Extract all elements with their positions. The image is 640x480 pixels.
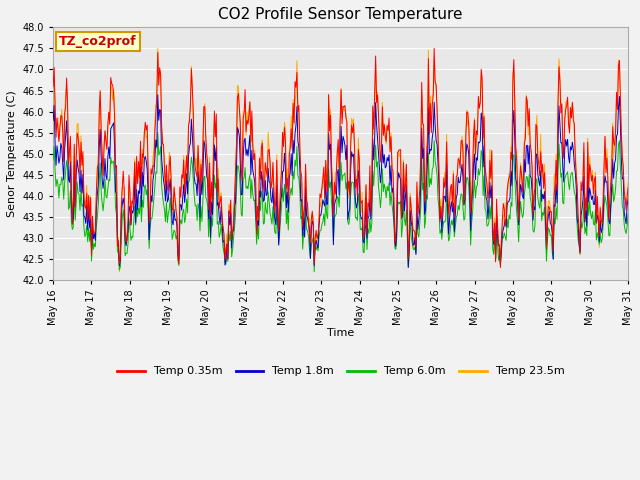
Legend: Temp 0.35m, Temp 1.8m, Temp 6.0m, Temp 23.5m: Temp 0.35m, Temp 1.8m, Temp 6.0m, Temp 2… <box>113 362 569 381</box>
X-axis label: Time: Time <box>327 328 354 338</box>
Y-axis label: Senor Temperature (C): Senor Temperature (C) <box>7 90 17 217</box>
Text: TZ_co2prof: TZ_co2prof <box>59 35 136 48</box>
Title: CO2 Profile Sensor Temperature: CO2 Profile Sensor Temperature <box>218 7 463 22</box>
